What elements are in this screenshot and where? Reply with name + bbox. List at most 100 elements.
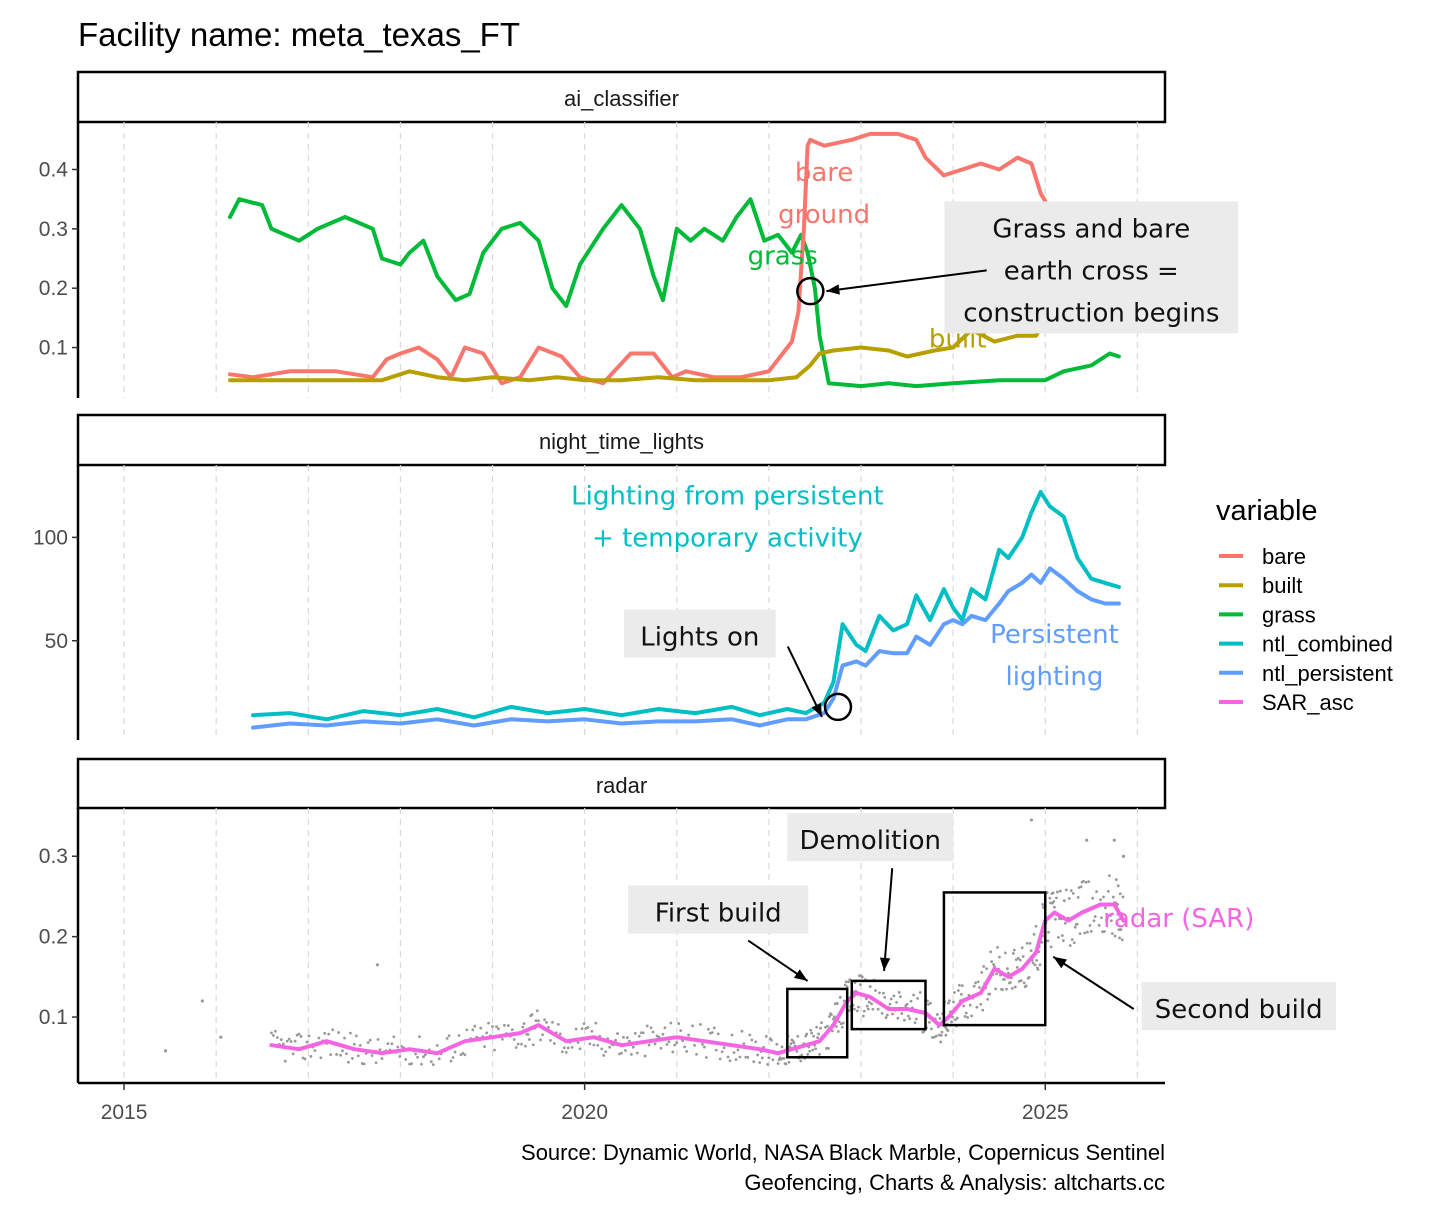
sar-point	[693, 1043, 696, 1047]
sar-point	[748, 1033, 752, 1037]
sar-point	[493, 1048, 496, 1052]
series-line-bare	[228, 131, 1121, 386]
sar-point	[712, 1026, 716, 1030]
sar-point	[551, 1020, 554, 1024]
sar-point	[1088, 924, 1092, 927]
sar-point	[892, 994, 896, 998]
sar-point	[909, 999, 913, 1003]
y-tick-label: 50	[45, 630, 68, 653]
sar-point	[339, 1053, 342, 1057]
legend-label-SAR_asc: SAR_asc	[1262, 690, 1354, 715]
sar-point	[1011, 952, 1015, 955]
sar-point	[491, 1025, 494, 1028]
sar-point	[345, 1052, 348, 1056]
sar-point	[659, 1046, 663, 1050]
sar-point	[928, 1020, 931, 1024]
sar-point	[720, 1050, 724, 1054]
sar-point	[758, 1061, 762, 1064]
sar-point	[414, 1052, 417, 1056]
sar-point	[370, 1054, 374, 1057]
sar-point	[541, 1033, 544, 1037]
sar-point	[814, 1047, 818, 1051]
sar-point	[279, 1038, 283, 1042]
sar-point	[420, 1062, 423, 1066]
sar-point	[1068, 944, 1072, 947]
sar-point	[704, 1056, 708, 1059]
sar-point	[980, 971, 984, 974]
sar-point	[1060, 934, 1064, 938]
sar-point	[976, 980, 980, 984]
sar-point	[586, 1026, 590, 1029]
sar-point	[445, 1036, 449, 1040]
sar-point	[671, 1050, 675, 1054]
y-tick-label: 0.2	[39, 277, 68, 300]
sar-point	[635, 1051, 639, 1055]
sar-point	[602, 1054, 606, 1057]
sar-point	[710, 1031, 714, 1034]
strip-box	[76, 757, 1167, 810]
sar-point	[888, 1002, 892, 1006]
sar-point	[667, 1040, 671, 1044]
sar-point	[1095, 890, 1098, 894]
sar-point	[1064, 888, 1068, 892]
sar-point	[922, 1029, 926, 1033]
sar-point	[701, 1042, 704, 1046]
sar-point	[988, 992, 992, 996]
sar-point	[960, 984, 964, 988]
legend-label-bare: bare	[1262, 544, 1306, 569]
sar-point	[663, 1026, 667, 1030]
sar-point	[889, 997, 893, 1001]
sar-point	[431, 1063, 435, 1067]
sar-point	[784, 1062, 788, 1066]
sar-point	[272, 1034, 275, 1037]
sar-point	[506, 1024, 510, 1027]
gridlines	[123, 122, 1138, 398]
sar-point	[906, 1014, 910, 1018]
sar-point	[1004, 951, 1007, 955]
sar-point	[838, 995, 842, 999]
sar-point	[1067, 897, 1071, 900]
sar-point	[626, 1036, 629, 1040]
sar-point	[1107, 874, 1111, 877]
sar-point	[675, 1041, 679, 1044]
sar-point	[510, 1028, 514, 1032]
marker-circle	[796, 276, 825, 306]
annotation-bg	[1141, 982, 1336, 1031]
sar-point	[285, 1039, 289, 1043]
sar-point	[897, 991, 901, 994]
sar-point	[297, 1032, 301, 1036]
sar-point	[1119, 928, 1123, 931]
sar-point	[502, 1023, 506, 1027]
sar-point	[465, 1028, 469, 1032]
sar-point	[1057, 935, 1060, 939]
sar-point	[853, 1007, 856, 1011]
annotation-text: Lights on	[640, 623, 759, 653]
sar-point	[934, 1034, 938, 1038]
sar-point	[600, 1047, 604, 1051]
sar-point	[819, 1026, 822, 1030]
sar-point	[828, 1015, 831, 1018]
legend-label-ntl_persistent: ntl_persistent	[1262, 661, 1393, 686]
sar-point	[1073, 925, 1077, 929]
sar-point	[796, 1034, 800, 1038]
sar-point	[691, 1024, 694, 1028]
sar-point	[1015, 965, 1019, 969]
sar-point	[483, 1045, 487, 1049]
sar-point	[1100, 916, 1103, 920]
sar-point	[722, 1046, 726, 1050]
sar-point	[461, 1051, 465, 1055]
sar-point	[1099, 898, 1102, 902]
sar-point	[827, 1047, 830, 1050]
sar-point	[1032, 932, 1036, 936]
sar-point	[908, 1017, 912, 1020]
annotation-bg	[787, 813, 954, 862]
sar-point	[1110, 932, 1114, 935]
sar-point	[953, 991, 956, 994]
sar-point	[501, 1037, 504, 1041]
annotation-text: Demolition	[799, 826, 941, 856]
sar-point	[1013, 985, 1017, 989]
sar-point	[1052, 900, 1056, 903]
sar-point	[535, 1009, 539, 1013]
sar-point	[343, 1036, 346, 1040]
sar-point	[416, 1055, 419, 1059]
